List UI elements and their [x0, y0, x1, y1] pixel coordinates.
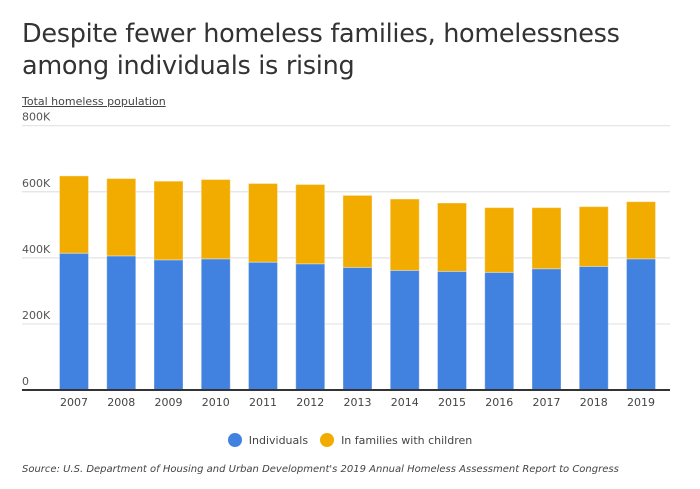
- bar-individuals: [578, 265, 609, 391]
- bar-individuals: [248, 261, 278, 391]
- y-tick-label: 0: [22, 375, 29, 388]
- bar-families: [531, 207, 562, 270]
- x-tick-label: 2019: [627, 396, 655, 409]
- bar-individuals: [484, 271, 515, 391]
- bar-families: [153, 180, 184, 261]
- y-tick-label: 200K: [22, 309, 51, 322]
- legend: Individuals In families with children: [0, 433, 700, 447]
- x-tick-label: 2008: [107, 396, 135, 409]
- x-tick-label: 2007: [60, 396, 88, 409]
- bar-individuals: [531, 268, 562, 391]
- legend-swatch-individuals: [227, 433, 242, 447]
- bar-individuals: [295, 263, 326, 391]
- bar-individuals: [626, 258, 656, 391]
- x-tick-label: 2010: [202, 396, 230, 409]
- bar-individuals: [389, 269, 420, 391]
- bar-families: [106, 178, 137, 257]
- bar-families: [626, 201, 656, 260]
- legend-swatch-families: [320, 433, 335, 447]
- legend-item-individuals[interactable]: Individuals: [227, 433, 309, 447]
- y-axis-label: Total homeless population: [22, 95, 166, 108]
- bar-families: [389, 198, 420, 271]
- x-tick-label: 2012: [296, 396, 324, 409]
- x-tick-label: 2009: [155, 396, 183, 409]
- x-tick-label: 2017: [533, 396, 561, 409]
- legend-label: Individuals: [248, 433, 309, 447]
- bar-families: [578, 206, 609, 267]
- bar-individuals: [153, 259, 184, 391]
- legend-item-families[interactable]: In families with children: [320, 433, 472, 447]
- bar-families: [248, 183, 278, 263]
- bar-individuals: [342, 266, 373, 391]
- legend-label: In families with children: [341, 433, 473, 447]
- bar-individuals: [59, 252, 89, 391]
- bar-families: [484, 207, 515, 273]
- x-tick-label: 2016: [485, 396, 513, 409]
- source-note: Source: U.S. Department of Housing and U…: [22, 464, 619, 475]
- bar-individuals: [106, 255, 137, 391]
- bar-families: [295, 184, 326, 265]
- bar-individuals: [437, 270, 467, 391]
- bar-individuals: [200, 258, 231, 391]
- bar-families: [200, 179, 231, 260]
- x-tick-label: 2013: [344, 396, 372, 409]
- bar-families: [342, 194, 373, 268]
- x-tick-label: 2014: [391, 396, 419, 409]
- chart-title: Despite fewer homeless families, homeles…: [22, 19, 620, 81]
- x-tick-label: 2015: [438, 396, 466, 409]
- y-tick-label: 600K: [22, 177, 51, 190]
- bar-families: [59, 175, 89, 254]
- x-tick-label: 2011: [249, 396, 277, 409]
- x-tick-label: 2018: [580, 396, 608, 409]
- y-tick-label: 800K: [22, 111, 51, 124]
- y-tick-label: 400K: [22, 243, 51, 256]
- bar-families: [437, 202, 467, 272]
